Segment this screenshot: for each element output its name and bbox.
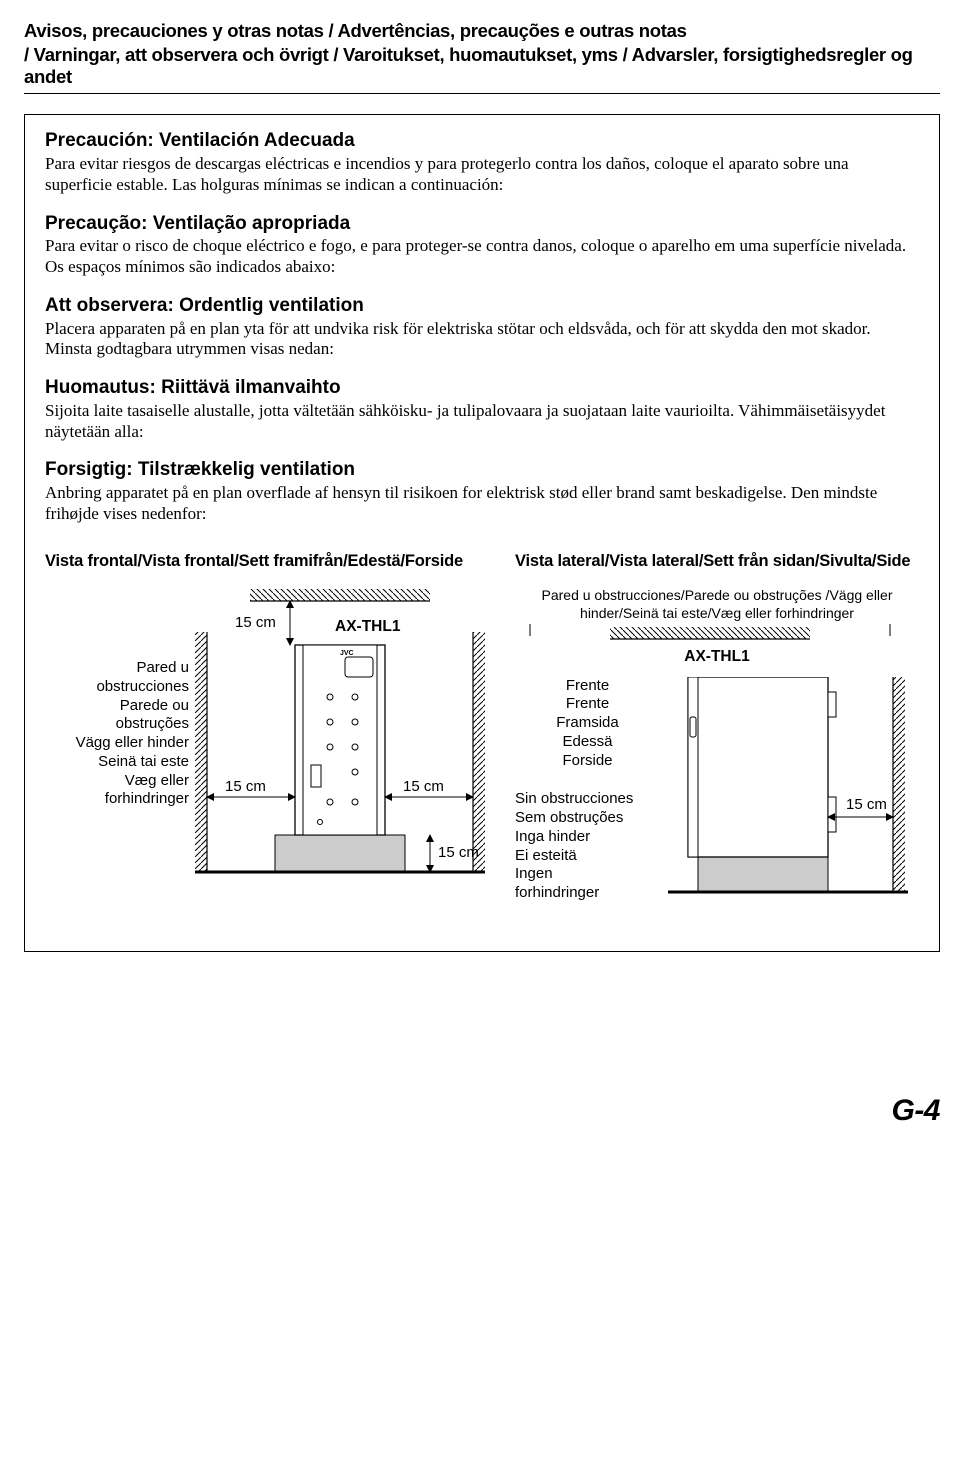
- noobstruct-label: forhindringer: [515, 884, 660, 903]
- noobstruct-label: Sem obstruções: [515, 809, 660, 828]
- side-model-label: AX-THL1: [515, 647, 919, 666]
- front-model-label: AX-THL1: [335, 618, 401, 635]
- side-svg-wrap: 15 cm: [668, 677, 919, 917]
- section-body-da: Anbring apparatet på en plan overflade a…: [45, 483, 919, 524]
- front-label: Frente: [515, 677, 660, 696]
- section-heading-pt: Precaução: Ventilação apropriada: [45, 212, 919, 236]
- section-heading-es: Precaución: Ventilación Adecuada: [45, 129, 919, 153]
- dim-bottom: 15 cm: [438, 844, 479, 861]
- front-svg-wrap: JVC 15: [195, 587, 485, 897]
- side-text-column: Frente Frente Framsida Edessä Forside Si…: [515, 677, 660, 917]
- wall-label: Parede ou obstruções: [45, 697, 189, 735]
- page-header-line2: / Varningar, att observera och övrigt / …: [24, 44, 940, 95]
- front-label: Forside: [515, 752, 660, 771]
- page-header-line1: Avisos, precauciones y otras notas / Adv…: [24, 20, 940, 42]
- noobstruct-label: Ingen: [515, 865, 660, 884]
- section-body-pt: Para evitar o risco de choque eléctrico …: [45, 236, 919, 277]
- diagram-side: Vista lateral/Vista lateral/Sett från si…: [515, 551, 919, 917]
- front-label: Framsida: [515, 714, 660, 733]
- wall-label: forhindringer: [45, 790, 189, 809]
- diagram-front-title: Vista frontal/Vista frontal/Sett framifr…: [45, 551, 485, 572]
- front-label: Frente: [515, 695, 660, 714]
- section-heading-da: Forsigtig: Tilstrækkelig ventilation: [45, 458, 919, 482]
- front-wall-labels: Pared u obstrucciones Parede ou obstruçõ…: [45, 659, 195, 897]
- front-diagram-svg: JVC 15: [195, 587, 485, 897]
- dim-top: 15 cm: [235, 614, 276, 631]
- section-body-sv: Placera apparaten på en plan yta för att…: [45, 319, 919, 360]
- wall-label: Vägg eller hinder: [45, 734, 189, 753]
- svg-text:JVC: JVC: [340, 650, 354, 657]
- section-heading-fi: Huomautus: Riittävä ilmanvaihto: [45, 376, 919, 400]
- noobstruct-label: Sin obstrucciones: [515, 790, 660, 809]
- side-top-svg: [515, 624, 919, 644]
- content-box: Precaución: Ventilación Adecuada Para ev…: [24, 114, 940, 951]
- noobstruct-label: Ei esteitä: [515, 847, 660, 866]
- wall-label: Pared u obstrucciones: [45, 659, 189, 697]
- side-wall-caption: Pared u obstrucciones/Parede ou obstruçõ…: [515, 587, 919, 622]
- diagram-front: Vista frontal/Vista frontal/Sett framifr…: [45, 551, 485, 917]
- side-diagram-svg: 15 cm: [668, 677, 908, 917]
- diagram-side-title: Vista lateral/Vista lateral/Sett från si…: [515, 551, 919, 572]
- wall-label: Væg eller: [45, 772, 189, 791]
- section-heading-sv: Att observera: Ordentlig ventilation: [45, 294, 919, 318]
- diagram-row: Vista frontal/Vista frontal/Sett framifr…: [45, 551, 919, 917]
- section-body-fi: Sijoita laite tasaiselle alustalle, jott…: [45, 401, 919, 442]
- wall-label: Seinä tai este: [45, 753, 189, 772]
- front-label: Edessä: [515, 733, 660, 752]
- dim-right: 15 cm: [403, 778, 444, 795]
- section-body-es: Para evitar riesgos de descargas eléctri…: [45, 154, 919, 195]
- noobstruct-label: Inga hinder: [515, 828, 660, 847]
- dim-left: 15 cm: [225, 778, 266, 795]
- side-dim-right: 15 cm: [846, 796, 887, 813]
- page-number: G-4: [24, 1092, 940, 1130]
